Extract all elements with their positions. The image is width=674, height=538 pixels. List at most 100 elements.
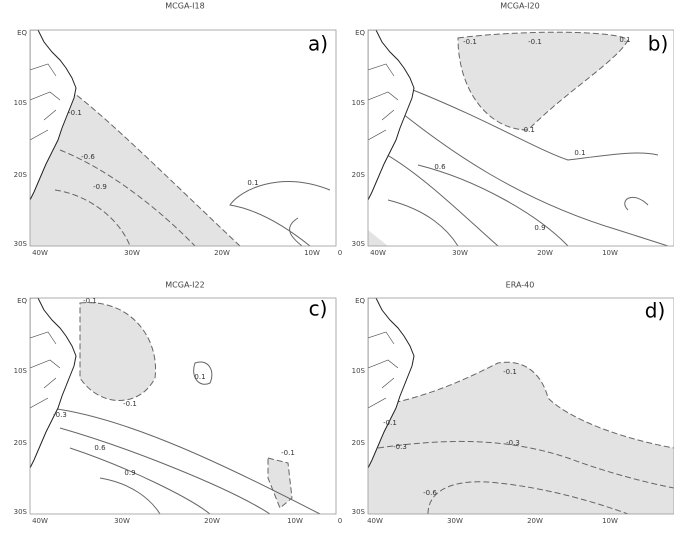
y-tick-label: 20S	[352, 171, 366, 179]
contour-positive	[377, 149, 499, 246]
contour-label: -0.3	[506, 439, 520, 447]
contour-positive	[387, 199, 459, 246]
contour-positive	[624, 196, 649, 211]
panel-title: MCGA-I18	[165, 2, 204, 11]
contour-label: 0.9	[124, 469, 135, 477]
contour-label: -0.3	[393, 443, 407, 451]
shaded-region	[268, 458, 292, 508]
contour-positive	[412, 89, 659, 161]
contour-positive	[99, 477, 161, 514]
y-tick-label: EQ	[355, 297, 365, 305]
map-panel: -0.1 -0.6 -0.9 0.1 EQ 10S 20S 30S 40W 30W 20W 10W 0	[14, 29, 343, 257]
land	[368, 30, 415, 201]
x-tick-label: 40W	[32, 517, 48, 525]
y-tick-label: EQ	[17, 297, 27, 305]
x-tick-label: 20W	[537, 249, 553, 257]
land	[30, 30, 77, 201]
contour-negative	[457, 31, 629, 131]
state-borders	[368, 331, 399, 409]
panel-title: MCGA-I20	[500, 2, 539, 11]
map-area	[30, 30, 331, 246]
map-area	[368, 30, 669, 246]
map-area	[368, 298, 674, 514]
shaded-region	[368, 230, 388, 246]
map-frame	[367, 29, 674, 247]
contour-positive	[417, 164, 569, 246]
contour-label: -0.1	[83, 297, 97, 305]
contour-negative	[377, 440, 674, 489]
contour-label: 0.6	[434, 163, 446, 171]
state-borders	[368, 63, 399, 141]
contour-label: -0.3	[53, 411, 67, 419]
y-tick-label: 10S	[14, 99, 28, 107]
y-tick-label: 20S	[14, 171, 28, 179]
x-tick-label: 40W	[32, 249, 48, 257]
y-tick-label: EQ	[17, 29, 27, 37]
x-tick-label: 20W	[527, 517, 543, 525]
contour-label: -0.1	[123, 400, 137, 408]
map-frame	[367, 297, 674, 515]
shaded-region	[458, 32, 628, 130]
y-tick-label: 10S	[14, 367, 28, 375]
x-tick-label: 10W	[287, 517, 303, 525]
x-tick-label: 10W	[602, 517, 618, 525]
y-tick-label: 30S	[352, 508, 366, 516]
contour-label: -0.1	[383, 419, 397, 427]
contour-label: 0.1	[574, 149, 585, 157]
state-borders	[30, 331, 61, 409]
x-tick-label: 30W	[124, 249, 140, 257]
y-tick-label: 10S	[352, 99, 366, 107]
contour-positive	[193, 361, 213, 385]
contour-negative	[79, 302, 157, 401]
contour-positive	[69, 447, 211, 514]
shaded-region	[368, 362, 674, 514]
contour-label: 0.9	[534, 224, 545, 232]
y-tick-label: 10S	[352, 367, 366, 375]
contour-negative	[69, 89, 241, 246]
y-tick-label: 30S	[14, 508, 28, 516]
contour-negative	[368, 361, 674, 449]
land	[368, 298, 415, 469]
map-area	[30, 298, 321, 514]
contour-negative	[54, 189, 131, 246]
panel-letter: b)	[648, 32, 669, 56]
contour-label: 0.1	[194, 373, 205, 381]
contour-label: -0.1	[463, 38, 477, 46]
contour-positive	[59, 427, 271, 514]
contour-label: -0.1	[503, 368, 517, 376]
x-tick-label: 10W	[304, 249, 320, 257]
contour-label: -0.1	[68, 109, 82, 117]
x-tick-label: 0	[338, 249, 342, 257]
contour-positive	[289, 217, 303, 246]
x-tick-label: 40W	[370, 249, 386, 257]
x-tick-label: 0	[338, 517, 342, 525]
panel-letter: a)	[308, 32, 328, 56]
map-panel: -0.1 -0.1 0.1 -0.1 0.6 0.1 0.9 EQ 10S 20S 30S 40W 30…	[352, 29, 674, 257]
contour-label: -0.6	[81, 153, 95, 161]
contour-label: -0.1	[521, 126, 535, 134]
x-tick-label: 30W	[114, 517, 130, 525]
x-tick-label: 20W	[204, 517, 220, 525]
contour-label: -0.6	[423, 489, 437, 497]
y-tick-label: 30S	[352, 240, 366, 248]
map-frame	[29, 297, 337, 515]
land	[30, 298, 77, 469]
panel-letter: d)	[645, 299, 666, 323]
map-panel: -0.1 -0.1 0.1 -0.3 0.6 0.9 -0.1 EQ 10S 20S 30S 40W 3…	[14, 297, 343, 525]
contour-label: 0.6	[94, 444, 106, 452]
contour-negative	[59, 149, 196, 246]
contour-label: -0.1	[281, 449, 295, 457]
y-tick-label: EQ	[355, 29, 365, 37]
x-tick-label: 30W	[447, 517, 463, 525]
x-tick-label: 10W	[602, 249, 618, 257]
panel-title: MCGA-I22	[165, 281, 204, 290]
y-tick-label: 20S	[352, 439, 366, 447]
contour-negative	[267, 457, 293, 509]
contour-positive	[49, 407, 321, 514]
panel-letter: c)	[309, 297, 328, 321]
y-tick-label: 20S	[14, 439, 28, 447]
x-tick-label: 40W	[367, 517, 383, 525]
contour-label: -0.9	[93, 183, 107, 191]
map-frame	[29, 29, 337, 247]
